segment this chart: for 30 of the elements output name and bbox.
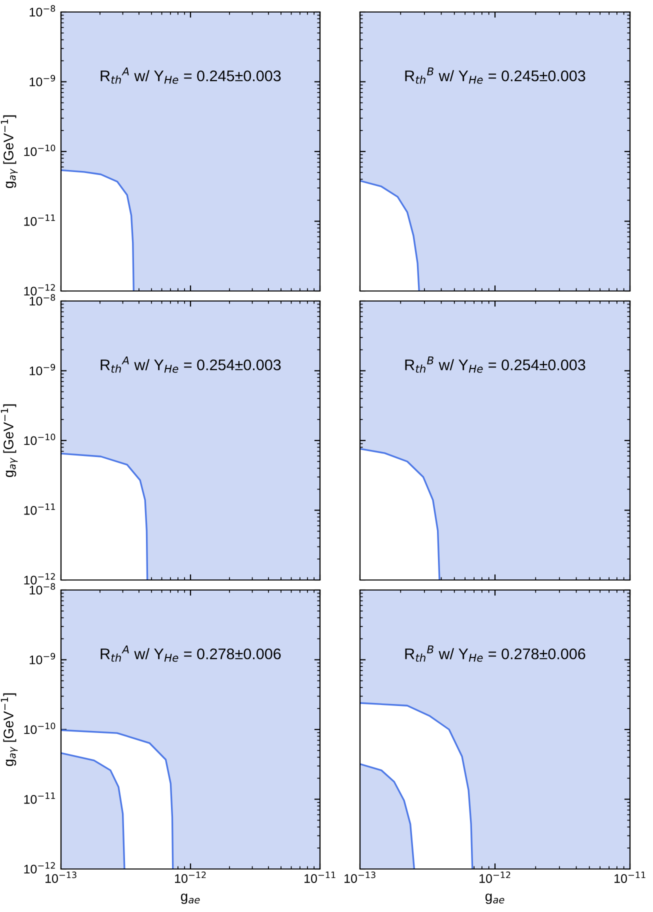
y-axis-title: g$_{aγ}$ [GeV$^{−1}$] [0, 115, 18, 188]
annotation: R$_{th}$$^{A}$ w/ Y$_{He}$ = 0.278±0.006 [100, 646, 281, 662]
x-tick-label: 10$^{−12}$ [175, 872, 206, 883]
y-tick-label: 10$^{−8}$ [30, 583, 56, 595]
x-tick-label: 10$^{−12}$ [480, 872, 510, 883]
annotation: R$_{th}$$^{B}$ w/ Y$_{He}$ = 0.278±0.006 [405, 646, 586, 662]
y-axis-title: g$_{aγ}$ [GeV$^{−1}$] [0, 404, 18, 477]
y-axis-title: g$_{aγ}$ [GeV$^{−1}$] [0, 693, 18, 766]
x-tick-label: 10$^{−13}$ [344, 872, 376, 883]
y-tick-label: 10$^{−12}$ [24, 862, 55, 874]
x-tick-label: 10$^{−11}$ [614, 872, 646, 883]
annotation: R$_{th}$$^{B}$ w/ Y$_{He}$ = 0.245±0.003 [405, 68, 586, 84]
y-tick-label: 10$^{−8}$ [30, 294, 56, 306]
x-axis-title: g$_{ae}$ [180, 894, 200, 904]
y-tick-label: 10$^{−10}$ [24, 434, 56, 446]
annotation: R$_{th}$$^{A}$ w/ Y$_{He}$ = 0.245±0.003 [100, 68, 281, 84]
y-tick-label: 10$^{−10}$ [24, 722, 56, 734]
x-axis-title: g$_{ae}$ [485, 894, 504, 904]
y-tick-label: 10$^{−9}$ [30, 74, 56, 86]
annotation: R$_{th}$$^{A}$ w/ Y$_{He}$ = 0.254±0.003 [100, 356, 281, 373]
x-tick-label: 10$^{−11}$ [304, 872, 336, 883]
y-tick-label: 10$^{−9}$ [30, 364, 56, 376]
annotation: R$_{th}$$^{B}$ w/ Y$_{He}$ = 0.254±0.003 [405, 356, 586, 373]
y-tick-label: 10$^{−11}$ [24, 504, 55, 515]
x-tick-label: 10$^{−13}$ [46, 872, 76, 883]
y-tick-label: 10$^{−9}$ [30, 652, 56, 664]
y-tick-label: 10$^{−11}$ [24, 792, 55, 804]
y-tick-label: 10$^{−10}$ [24, 144, 56, 156]
y-tick-label: 10$^{−8}$ [30, 5, 56, 17]
y-tick-label: 10$^{−11}$ [24, 214, 55, 226]
